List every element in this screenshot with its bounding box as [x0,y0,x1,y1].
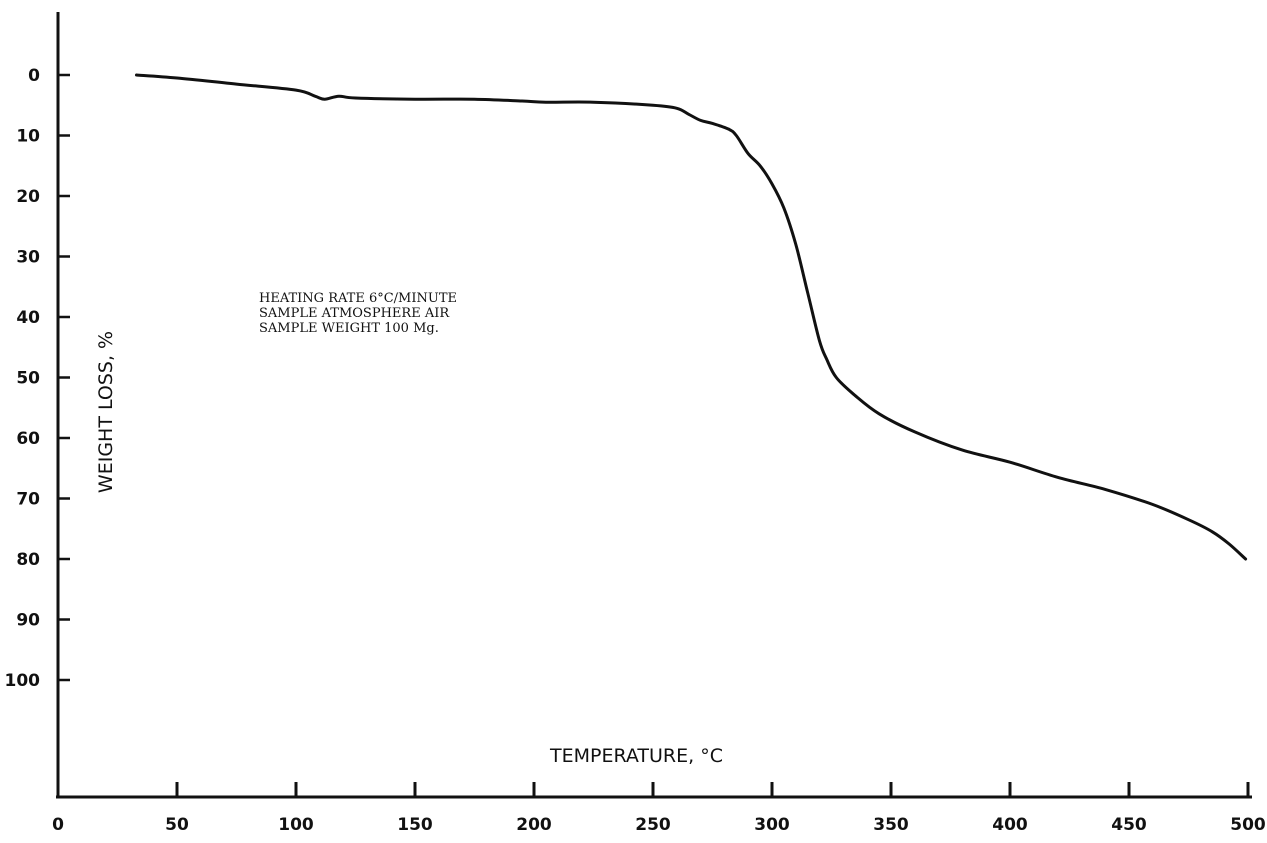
x-tick-label: 450 [1111,815,1147,835]
annotation-heating-rate: HEATING RATE 6°C/MINUTE [259,291,457,306]
x-tick-label: 150 [397,815,433,835]
y-tick-label: 40 [16,308,40,328]
y-tick-label: 100 [5,671,41,691]
y-tick-label: 80 [16,550,40,570]
weight-loss-curve [135,73,1248,561]
x-tick-label: 300 [754,815,790,835]
x-axis-title: TEMPERATURE, °C [549,745,723,767]
x-tick-label: 200 [516,815,552,835]
annotation-sample-weight: SAMPLE WEIGHT 100 Mg. [259,321,439,336]
x-tick-label: 500 [1230,815,1266,835]
y-tick-label: 70 [16,490,40,510]
y-tick-label: 0 [28,66,40,86]
y-tick-label: 10 [16,127,40,147]
x-tick-label: 250 [635,815,671,835]
x-tick-label: 400 [992,815,1028,835]
y-axis-title: WEIGHT LOSS, % [95,331,117,493]
y-tick-label: 30 [16,248,40,268]
x-tick-label: 0 [52,815,64,835]
y-tick-label: 90 [16,611,40,631]
x-tick-label: 100 [278,815,314,835]
x-tick-label: 50 [165,815,189,835]
y-tick-label: 50 [16,369,40,389]
y-tick-label: 20 [16,187,40,207]
y-tick-label: 60 [16,429,40,449]
x-tick-label: 350 [873,815,909,835]
annotation-sample-atmosphere: SAMPLE ATMOSPHERE AIR [259,306,450,321]
